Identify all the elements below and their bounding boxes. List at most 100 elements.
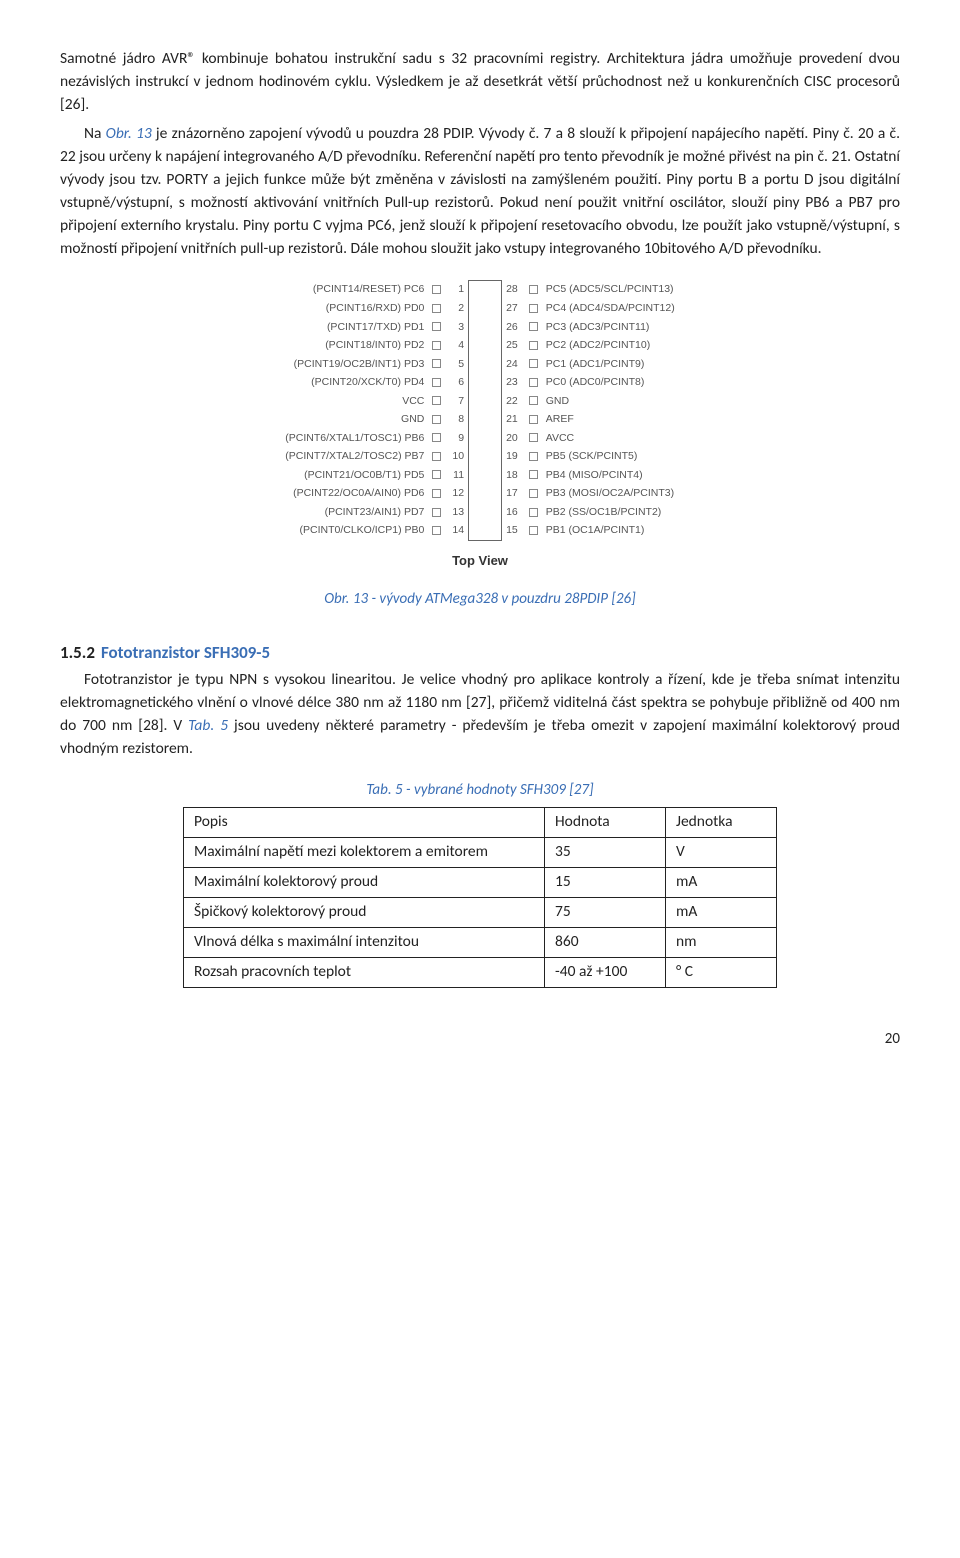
- table-header: Jednotka: [666, 808, 777, 838]
- chip-body: [469, 355, 502, 374]
- table-row: Maximální napětí mezi kolektorem a emito…: [184, 838, 777, 868]
- table-header-row: Popis Hodnota Jednotka: [184, 808, 777, 838]
- pin-left-num: 5: [446, 355, 468, 374]
- table-row: Špičkový kolektorový proud75mA: [184, 898, 777, 928]
- pin-right-num: 15: [502, 522, 524, 541]
- pin-box-icon: [427, 466, 446, 485]
- chip-body: [469, 374, 502, 393]
- pin-box-icon: [427, 392, 446, 411]
- pin-left-label: (PCINT23/AIN1) PD7: [282, 503, 427, 522]
- table-caption: Tab. 5 - vybrané hodnoty SFH309 [27]: [60, 779, 900, 801]
- pin-right-num: 22: [502, 392, 524, 411]
- pin-box-icon: [524, 466, 543, 485]
- chip-body: [469, 299, 502, 318]
- table-cell: Rozsah pracovních teplot: [184, 958, 545, 988]
- pin-box-icon: [524, 429, 543, 448]
- pin-right-label: PC0 (ADC0/PCINT8): [543, 374, 678, 393]
- table-cell: nm: [666, 928, 777, 958]
- pin-right-label: PB4 (MISO/PCINT4): [543, 466, 678, 485]
- pin-right-num: 17: [502, 485, 524, 504]
- table-cell: 75: [545, 898, 666, 928]
- pin-right-label: PC1 (ADC1/PCINT9): [543, 355, 678, 374]
- pin-box-icon: [427, 411, 446, 430]
- chip-body: [469, 429, 502, 448]
- pin-right-label: PC2 (ADC2/PCINT10): [543, 337, 678, 356]
- pin-left-label: (PCINT21/OC0B/T1) PD5: [282, 466, 427, 485]
- chip-body: [469, 392, 502, 411]
- pin-right-num: 28: [502, 281, 524, 300]
- paragraph-2: Na Obr. 13 je znázorněno zapojení vývodů…: [60, 123, 900, 261]
- section-heading: 1.5.2Fototranzistor SFH309-5: [60, 640, 900, 665]
- heading-number: 1.5.2: [60, 642, 95, 663]
- pin-left-label: (PCINT7/XTAL2/TOSC2) PB7: [282, 448, 427, 467]
- pin-box-icon: [524, 281, 543, 300]
- pin-left-num: 13: [446, 503, 468, 522]
- pin-box-icon: [427, 485, 446, 504]
- figure-caption: Obr. 13 - vývody ATMega328 v pouzdru 28P…: [60, 588, 900, 610]
- pin-left-label: (PCINT20/XCK/T0) PD4: [282, 374, 427, 393]
- pin-right-label: PB1 (OC1A/PCINT1): [543, 522, 678, 541]
- pin-right-num: 16: [502, 503, 524, 522]
- pin-box-icon: [427, 299, 446, 318]
- pin-right-num: 23: [502, 374, 524, 393]
- table-cell: mA: [666, 898, 777, 928]
- table-cell: 860: [545, 928, 666, 958]
- pin-left-num: 9: [446, 429, 468, 448]
- pin-box-icon: [427, 318, 446, 337]
- pin-box-icon: [524, 318, 543, 337]
- chip-body: [469, 411, 502, 430]
- pin-right-num: 26: [502, 318, 524, 337]
- chip-body: [469, 448, 502, 467]
- pin-left-num: 1: [446, 281, 468, 300]
- table-cell: -40 až +100: [545, 958, 666, 988]
- pin-left-num: 12: [446, 485, 468, 504]
- pin-right-label: AREF: [543, 411, 678, 430]
- pin-left-label: (PCINT0/CLKO/ICP1) PB0: [282, 522, 427, 541]
- pin-right-label: AVCC: [543, 429, 678, 448]
- pin-box-icon: [524, 448, 543, 467]
- table-header: Popis: [184, 808, 545, 838]
- pin-left-label: (PCINT19/OC2B/INT1) PD3: [282, 355, 427, 374]
- pin-right-num: 24: [502, 355, 524, 374]
- paragraph-1: Samotné jádro AVR® kombinuje bohatou ins…: [60, 48, 900, 117]
- pin-box-icon: [427, 355, 446, 374]
- pin-left-label: (PCINT22/OC0A/AIN0) PD6: [282, 485, 427, 504]
- pin-left-num: 7: [446, 392, 468, 411]
- pinout-diagram: (PCINT14/RESET) PC6128PC5 (ADC5/SCL/PCIN…: [60, 280, 900, 570]
- pin-box-icon: [427, 374, 446, 393]
- table-row: Rozsah pracovních teplot-40 až +100° C: [184, 958, 777, 988]
- pin-left-label: (PCINT14/RESET) PC6: [282, 281, 427, 300]
- pin-left-num: 4: [446, 337, 468, 356]
- pin-right-label: PC4 (ADC4/SDA/PCINT12): [543, 299, 678, 318]
- pin-box-icon: [427, 522, 446, 541]
- pin-left-num: 14: [446, 522, 468, 541]
- pin-box-icon: [524, 337, 543, 356]
- pin-right-num: 25: [502, 337, 524, 356]
- pin-right-label: PC5 (ADC5/SCL/PCINT13): [543, 281, 678, 300]
- table-cell: Maximální kolektorový proud: [184, 868, 545, 898]
- chip-body: [469, 337, 502, 356]
- pin-right-num: 19: [502, 448, 524, 467]
- table-cell: mA: [666, 868, 777, 898]
- table-cell: 15: [545, 868, 666, 898]
- pin-left-label: GND: [282, 411, 427, 430]
- pin-left-num: 8: [446, 411, 468, 430]
- pin-box-icon: [524, 522, 543, 541]
- pin-right-num: 27: [502, 299, 524, 318]
- pin-box-icon: [524, 299, 543, 318]
- pin-right-label: PB5 (SCK/PCINT5): [543, 448, 678, 467]
- para2-a: Na: [84, 124, 106, 143]
- pin-left-num: 3: [446, 318, 468, 337]
- pin-box-icon: [524, 392, 543, 411]
- pin-box-icon: [427, 503, 446, 522]
- pin-box-icon: [524, 355, 543, 374]
- chip-body: [469, 466, 502, 485]
- table-cell: V: [666, 838, 777, 868]
- pin-left-num: 10: [446, 448, 468, 467]
- table-row: Maximální kolektorový proud15mA: [184, 868, 777, 898]
- chip-body: [469, 522, 502, 541]
- table-cell: Špičkový kolektorový proud: [184, 898, 545, 928]
- pin-box-icon: [427, 448, 446, 467]
- pin-right-label: PC3 (ADC3/PCINT11): [543, 318, 678, 337]
- pin-box-icon: [524, 485, 543, 504]
